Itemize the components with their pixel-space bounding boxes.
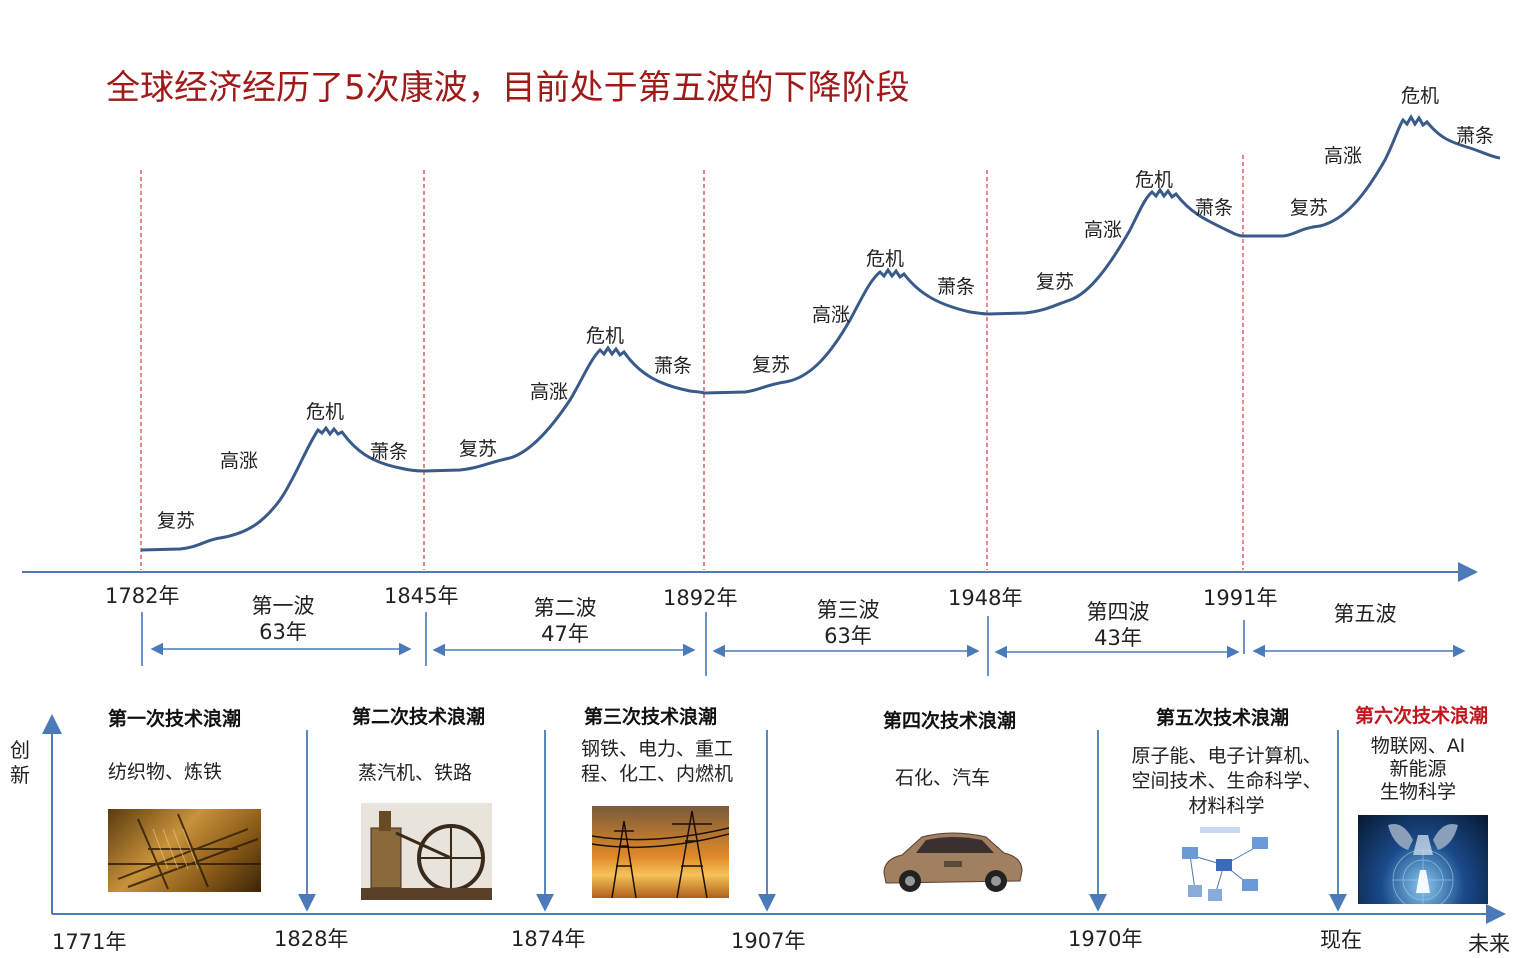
phase-label-depression: 萧条 bbox=[654, 355, 693, 377]
phase-label-crisis: 危机 bbox=[306, 401, 345, 423]
tech-wave-desc: 纺织物、炼铁 bbox=[108, 761, 223, 783]
phase-label-crisis: 危机 bbox=[866, 248, 905, 270]
wave-year: 1892年 bbox=[663, 586, 738, 610]
steam-engine-image bbox=[361, 803, 492, 900]
tech-wave-title: 第四次技术浪潮 bbox=[883, 710, 1017, 732]
desc-line: 新能源 bbox=[1389, 758, 1447, 780]
network-diagram-image bbox=[1170, 825, 1278, 905]
phase-label-depression: 萧条 bbox=[1456, 125, 1495, 147]
desc-line: 物联网、AI bbox=[1370, 735, 1466, 757]
phase-label-depression: 萧条 bbox=[1195, 197, 1234, 219]
phase-label-boom: 高涨 bbox=[220, 450, 259, 472]
wave-duration: 47年 bbox=[541, 622, 589, 646]
wave-year: 1782年 bbox=[105, 584, 180, 608]
tech-year-now: 现在 bbox=[1320, 928, 1362, 952]
tech-year-future: 未来 bbox=[1468, 932, 1510, 956]
phase-label-crisis: 危机 bbox=[586, 325, 625, 347]
wave-3-label: 第三波 63年 bbox=[798, 597, 898, 649]
phase-label-depression: 萧条 bbox=[370, 441, 409, 463]
phase-label-recovery: 复苏 bbox=[1036, 271, 1075, 293]
wave-5-label: 第五波 bbox=[1315, 601, 1415, 627]
wave-year: 1948年 bbox=[948, 586, 1023, 610]
wave-name: 第二波 bbox=[533, 596, 597, 620]
tech-wave-desc: 物联网、AI 新能源 生物科学 bbox=[1358, 735, 1478, 804]
power-tower-image bbox=[592, 806, 729, 898]
phase-label-boom: 高涨 bbox=[1084, 219, 1123, 241]
wave-duration: 43年 bbox=[1094, 626, 1142, 650]
wave-4-label: 第四波 43年 bbox=[1068, 599, 1168, 651]
phase-label-boom: 高涨 bbox=[530, 381, 569, 403]
tech-year: 1828年 bbox=[274, 927, 349, 951]
phase-label-depression: 萧条 bbox=[937, 276, 976, 298]
desc-line: 材料科学 bbox=[1188, 795, 1265, 817]
slide-title: 全球经济经历了5次康波，目前处于第五波的下降阶段 bbox=[106, 68, 910, 108]
wave-1-label: 第一波 63年 bbox=[233, 593, 333, 645]
tech-wave-desc: 石化、汽车 bbox=[895, 767, 991, 789]
tech-wave-title: 第一次技术浪潮 bbox=[108, 708, 242, 730]
phase-label-crisis: 危机 bbox=[1401, 85, 1440, 107]
textile-machine-image bbox=[108, 809, 261, 892]
tech-year: 1970年 bbox=[1068, 927, 1143, 951]
tech-year: 1874年 bbox=[511, 927, 586, 951]
desc-line: 程、化工、内燃机 bbox=[581, 763, 734, 785]
tech-wave-desc: 原子能、电子计算机、 空间技术、生命科学、 材料科学 bbox=[1129, 744, 1324, 819]
tech-wave-desc: 钢铁、电力、重工 程、化工、内燃机 bbox=[581, 737, 733, 787]
tech-wave-title: 第三次技术浪潮 bbox=[584, 706, 718, 728]
tech-wave-desc: 蒸汽机、铁路 bbox=[358, 762, 473, 784]
phase-label-boom: 高涨 bbox=[1324, 145, 1363, 167]
tech-wave-title: 第二次技术浪潮 bbox=[352, 706, 486, 728]
wave-duration: 63年 bbox=[824, 624, 872, 648]
innovation-axis-label: 创新 bbox=[10, 738, 30, 787]
tech-wave-title-highlight: 第六次技术浪潮 bbox=[1355, 705, 1489, 727]
desc-line: 钢铁、电力、重工 bbox=[581, 738, 734, 760]
phase-label-recovery: 复苏 bbox=[1290, 197, 1329, 219]
phase-label-recovery: 复苏 bbox=[752, 354, 791, 376]
tech-year: 1907年 bbox=[731, 929, 806, 953]
wave-name: 第一波 bbox=[251, 594, 315, 618]
long-wave-curve bbox=[140, 113, 1501, 552]
wave-dividers bbox=[140, 155, 1244, 570]
ai-robot-image bbox=[1358, 815, 1488, 904]
wave-name: 第五波 bbox=[1333, 602, 1397, 626]
phase-label-recovery: 复苏 bbox=[157, 510, 196, 532]
desc-line: 空间技术、生命科学、 bbox=[1131, 770, 1322, 792]
wave-year: 1991年 bbox=[1203, 586, 1278, 610]
desc-line: 原子能、电子计算机、 bbox=[1131, 745, 1322, 767]
wave-2-label: 第二波 47年 bbox=[515, 595, 615, 647]
phase-label-boom: 高涨 bbox=[812, 304, 851, 326]
tech-boundary-arrows bbox=[298, 730, 1347, 912]
phase-label-crisis: 危机 bbox=[1135, 169, 1174, 191]
tech-wave-title: 第五次技术浪潮 bbox=[1156, 707, 1290, 729]
tech-year: 1771年 bbox=[52, 930, 127, 954]
wave-name: 第三波 bbox=[816, 598, 880, 622]
wave-year: 1845年 bbox=[384, 584, 459, 608]
desc-line: 生物科学 bbox=[1379, 781, 1456, 803]
car-image bbox=[878, 825, 1026, 895]
duration-brackets bbox=[141, 612, 1466, 676]
wave-duration: 63年 bbox=[259, 620, 307, 644]
wave-name: 第四波 bbox=[1086, 600, 1150, 624]
phase-label-recovery: 复苏 bbox=[459, 438, 498, 460]
